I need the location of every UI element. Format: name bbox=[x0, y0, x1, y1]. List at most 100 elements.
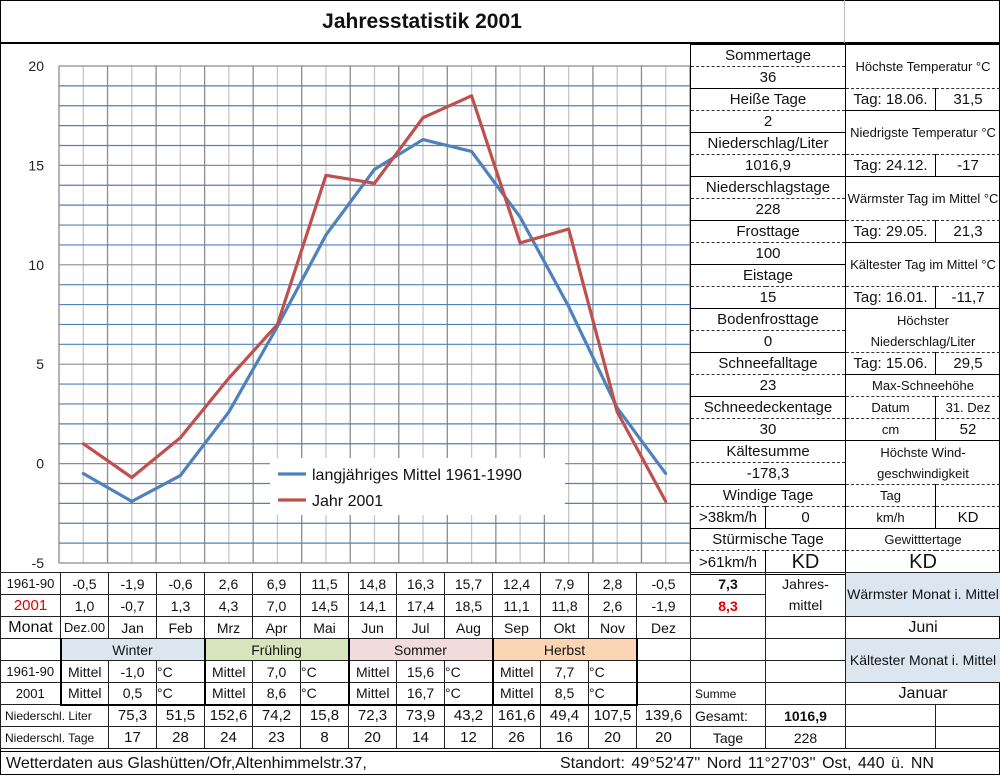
empty-cell bbox=[766, 683, 846, 705]
warmest-day-date: Tag: 29.05. bbox=[846, 221, 936, 243]
precip-liters-cell: 43,2 bbox=[445, 705, 493, 727]
empty-cell bbox=[846, 727, 936, 749]
y-tick-label: 10 bbox=[28, 257, 44, 273]
data-point bbox=[567, 305, 570, 308]
precip-days-cell: 20 bbox=[349, 727, 397, 749]
unit-label: °C bbox=[589, 661, 637, 683]
mittel-label: Mittel bbox=[61, 661, 109, 683]
unit-label: °C bbox=[301, 683, 349, 705]
year-value-cell: -1,9 bbox=[637, 595, 691, 617]
stormy-threshold: >61km/h bbox=[691, 551, 766, 575]
precip-liters-cell: 75,3 bbox=[109, 705, 157, 727]
empty-cell bbox=[936, 705, 1000, 727]
min-temp-value: -17 bbox=[936, 155, 1000, 177]
data-point bbox=[179, 474, 182, 477]
unit-label: °C bbox=[157, 661, 205, 683]
cold-sum-value: -178,3 bbox=[691, 463, 846, 485]
season-year-label: 2001 bbox=[1, 683, 61, 705]
month-cell: Sep bbox=[493, 617, 541, 639]
coldest-month-value: Januar bbox=[846, 683, 1000, 705]
days-label: Tage bbox=[691, 727, 766, 749]
year-value-cell: 4,3 bbox=[205, 595, 253, 617]
mittel-label: Mittel bbox=[493, 661, 541, 683]
warmest-month-label: Wärmster Monat i. Mittel bbox=[846, 573, 1000, 617]
mittel-label: Mittel bbox=[205, 661, 253, 683]
unit-label: °C bbox=[445, 683, 493, 705]
max-temp-value: 31,5 bbox=[936, 89, 1000, 111]
max-snow-label: Max-Schneehöhe bbox=[846, 375, 1000, 397]
season-header-herbst: Herbst bbox=[493, 639, 637, 661]
ref-value-cell: -1,9 bbox=[109, 573, 157, 595]
year-row-label: 2001 bbox=[1, 595, 61, 617]
total-label: Gesamt: bbox=[691, 705, 766, 727]
precip-days-cell: 28 bbox=[157, 727, 205, 749]
ref-value-cell: 6,9 bbox=[253, 573, 301, 595]
coldest-day-label: Kältester Tag im Mittel °C bbox=[846, 243, 1000, 287]
month-row-label: Monat bbox=[1, 617, 61, 639]
unit-label: °C bbox=[301, 661, 349, 683]
legend-label: Jahr 2001 bbox=[312, 493, 383, 510]
ref-value-cell: -0,5 bbox=[61, 573, 109, 595]
unit-label: °C bbox=[589, 683, 637, 705]
ref-value-cell: -0,6 bbox=[157, 573, 205, 595]
year-value-cell: 18,5 bbox=[445, 595, 493, 617]
ref-value-cell: 15,7 bbox=[445, 573, 493, 595]
data-point bbox=[422, 138, 425, 141]
precip-days-cell: 8 bbox=[301, 727, 349, 749]
max-precipitation-value: 29,5 bbox=[936, 353, 1000, 375]
precipitation-label: Niederschlag/Liter bbox=[691, 133, 846, 155]
frost-days-value: 100 bbox=[691, 243, 846, 265]
y-tick-label: 20 bbox=[28, 58, 44, 74]
data-point bbox=[664, 472, 667, 475]
precip-days-label: Niederschl. Tage bbox=[1, 727, 109, 749]
warmest-day-label: Wärmster Tag im Mittel °C bbox=[846, 177, 1000, 221]
month-cell: Jun bbox=[349, 617, 397, 639]
precip-liters-cell: 161,6 bbox=[493, 705, 541, 727]
min-temp-day: Tag: 24.12. bbox=[846, 155, 936, 177]
coldest-day-date: Tag: 16.01. bbox=[846, 287, 936, 309]
season-header-winter: Winter bbox=[61, 639, 205, 661]
days-value: 228 bbox=[766, 727, 846, 749]
data-point bbox=[373, 168, 376, 171]
max-precipitation-label: Höchster Niederschlag/Liter bbox=[846, 309, 1000, 353]
max-wind-unit: km/h bbox=[846, 507, 936, 529]
year-value-cell: 7,0 bbox=[253, 595, 301, 617]
unit-label: °C bbox=[157, 683, 205, 705]
precip-days-cell: 23 bbox=[253, 727, 301, 749]
unit-label: °C bbox=[445, 661, 493, 683]
empty-cell bbox=[691, 639, 766, 661]
ref-value-cell: 11,5 bbox=[301, 573, 349, 595]
footer: Wetterdaten aus Glashütten/Ofr,Altenhimm… bbox=[0, 751, 1000, 775]
precip-days-cell: 20 bbox=[589, 727, 637, 749]
precip-liters-cell: 139,6 bbox=[637, 705, 691, 727]
max-wind-day-label: Tag bbox=[846, 485, 936, 507]
warmest-day-value: 21,3 bbox=[936, 221, 1000, 243]
ref-value-cell: 12,4 bbox=[493, 573, 541, 595]
max-temp-label: Höchste Temperatur °C bbox=[846, 45, 1000, 89]
precip-liters-cell: 107,5 bbox=[589, 705, 637, 727]
data-point bbox=[616, 410, 619, 413]
empty-cell bbox=[637, 661, 691, 683]
year-annual-mean: 8,3 bbox=[691, 595, 766, 617]
month-cell: Jul bbox=[397, 617, 445, 639]
stormy-days-label: Stürmische Tage bbox=[691, 529, 846, 551]
title-empty-cell bbox=[845, 0, 1000, 44]
data-point bbox=[470, 94, 473, 97]
data-point bbox=[82, 442, 85, 445]
max-snow-date: 31. Dez bbox=[936, 397, 1000, 419]
year-value-cell: 1,0 bbox=[61, 595, 109, 617]
ref-value-cell: 14,8 bbox=[349, 573, 397, 595]
precip-days-cell: 24 bbox=[205, 727, 253, 749]
empty-cell bbox=[846, 705, 936, 727]
data-point bbox=[82, 472, 85, 475]
precipitation-days-label: Niederschlagstage bbox=[691, 177, 846, 199]
sum-label: Summe bbox=[691, 683, 766, 705]
data-point bbox=[227, 377, 230, 380]
max-wind-day bbox=[936, 485, 1000, 507]
y-tick-label: 0 bbox=[36, 456, 44, 472]
coldest-month-label: Kältester Monat i. Mittel bbox=[846, 639, 1000, 683]
ref-value-cell: 7,9 bbox=[541, 573, 589, 595]
data-point bbox=[276, 323, 279, 326]
ground-frost-value: 0 bbox=[691, 331, 846, 353]
precip-days-cell: 20 bbox=[637, 727, 691, 749]
